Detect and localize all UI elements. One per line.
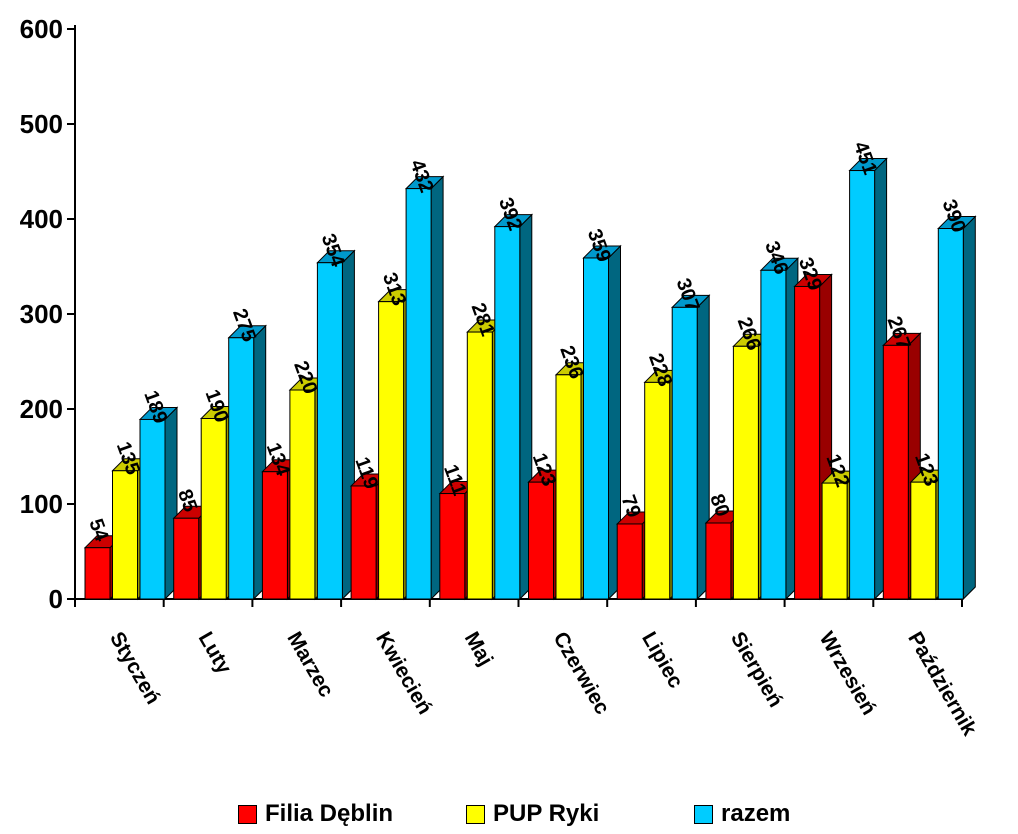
legend-item-pup-ryki: PUP Ryki: [466, 800, 599, 828]
bar-razem-wrzesien-front: [849, 170, 876, 600]
legend-swatch-razem: [694, 804, 713, 824]
y-tick-label: 100: [20, 489, 63, 519]
bar-razem-luty-front: [228, 337, 255, 600]
bar-filia-deblin-marzec-front: [261, 471, 288, 600]
bar-razem-maj-front: [494, 226, 521, 600]
bar-pup-ryki-luty: [199, 405, 240, 601]
bar-pup-ryki-pazdziernik-front: [910, 481, 937, 600]
x-tick-label-lipiec: Lipiec: [637, 628, 687, 692]
y-tick-label: 500: [20, 109, 63, 139]
bar-razem-luty: [227, 324, 267, 601]
x-tick-label-pazdziernik: Październik: [903, 628, 981, 740]
bar-filia-deblin-styczen-front: [84, 547, 111, 600]
bar-razem-pazdziernik-side: [962, 215, 976, 601]
x-tick-label-czerwiec: Czerwiec: [549, 628, 615, 719]
x-tick-label-kwiecien: Kwiecień: [371, 628, 436, 718]
legend-label-pup-ryki: PUP Ryki: [493, 800, 600, 827]
bar-razem-lipiec-front: [671, 306, 698, 600]
legend-label-razem: razem: [721, 800, 791, 827]
bar-razem-pazdziernik: [937, 215, 977, 601]
bar-razem-marzec: [316, 249, 356, 601]
bar-filia-deblin-wrzesien-front: [794, 285, 821, 600]
bar-filia-deblin-maj-front: [439, 493, 466, 600]
bar-razem-styczen: [138, 406, 179, 601]
bar-razem-sierpien-front: [760, 269, 787, 600]
bar-pup-ryki-marzec-front: [289, 389, 316, 600]
x-tick-label-sierpien: Sierpień: [726, 628, 787, 711]
bar-filia-deblin-pazdziernik-front: [882, 344, 909, 600]
bar-razem-sierpien: [759, 257, 800, 601]
bar-razem-lipiec: [670, 294, 711, 601]
bar-filia-deblin-pazdziernik: [882, 332, 922, 601]
x-tick-label-marzec: Marzec: [282, 628, 338, 701]
x-tick-label-styczen: Styczeń: [105, 628, 165, 708]
legend-item-filia-deblin: Filia Dęblin: [238, 800, 393, 828]
bar-pup-ryki-styczen-front: [112, 470, 138, 600]
bar-razem-czerwiec: [582, 244, 622, 601]
y-tick-label: 300: [20, 299, 63, 329]
bar-pup-ryki-maj-front: [466, 331, 493, 600]
bar-filia-deblin-kwiecien-front: [350, 485, 377, 600]
bar-filia-deblin-luty-front: [173, 517, 200, 600]
bar-razem-kwiecien-front: [405, 188, 432, 600]
y-tick-label: 600: [20, 14, 63, 44]
bar-razem-styczen-front: [139, 418, 166, 600]
bar-pup-ryki-czerwiec-front: [555, 374, 582, 600]
bar-pup-ryki-sierpien-front: [732, 345, 759, 600]
bar-razem-maj: [493, 213, 534, 601]
legend-swatch-pup-ryki: [466, 804, 485, 824]
bar-pup-ryki-kwiecien-front: [378, 301, 405, 600]
x-tick-label-maj: Maj: [460, 628, 497, 670]
bar-filia-deblin-czerwiec-front: [528, 481, 554, 600]
chart-bars: [83, 157, 977, 601]
x-tick-label-luty: Luty: [194, 628, 236, 678]
y-tick-label: 0: [49, 584, 63, 614]
x-tick-label-wrzesien: Wrzesień: [815, 628, 881, 719]
bar-pup-ryki-wrzesien-front: [821, 482, 848, 600]
bar-razem-marzec-front: [316, 262, 343, 600]
bar-filia-deblin-sierpien-front: [705, 522, 732, 600]
bar-razem-czerwiec-front: [583, 257, 609, 600]
bar-filia-deblin-lipiec-front: [616, 523, 643, 600]
bar-chart: 0 100 200 300 400 500 600 Styczeń Luty Marzec Kwi…: [20, 14, 982, 740]
y-tick-label: 400: [20, 204, 63, 234]
bar-pup-ryki-lipiec-front: [644, 381, 671, 600]
bar-razem-wrzesien: [848, 157, 888, 601]
legend-swatch-filia-deblin: [238, 804, 257, 824]
bar-razem-kwiecien: [404, 175, 445, 601]
chart-legend: Filia Dęblin PUP Ryki razem: [0, 800, 1018, 834]
legend-label-filia-deblin: Filia Dęblin: [265, 800, 394, 827]
bar-razem-pazdziernik-front: [937, 228, 964, 600]
legend-item-razem: razem: [694, 800, 790, 828]
y-tick-label: 200: [20, 394, 63, 424]
bar-pup-ryki-luty-front: [200, 418, 227, 600]
